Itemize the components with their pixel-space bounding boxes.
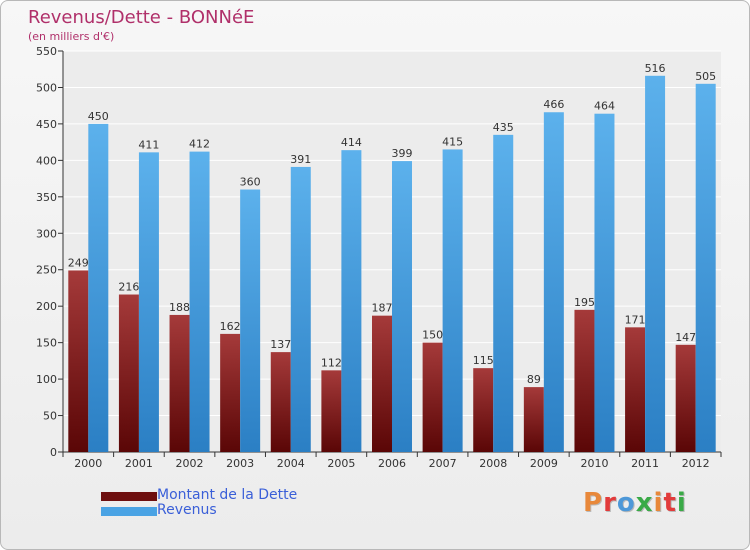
- value-label-dette: 188: [169, 301, 190, 314]
- x-tick-label: 2005: [327, 457, 355, 470]
- y-tick-label: 550: [36, 45, 57, 58]
- value-label-revenus: 411: [138, 138, 159, 151]
- value-label-dette: 89: [527, 373, 541, 386]
- x-tick-label: 2003: [226, 457, 254, 470]
- bar-dette: [675, 344, 696, 452]
- logo-letter: i: [653, 488, 664, 518]
- logo-letter: o: [616, 488, 636, 518]
- bar-revenus: [290, 166, 311, 452]
- bar-dette: [473, 368, 494, 452]
- x-tick-label: 2001: [125, 457, 153, 470]
- value-label-dette: 147: [675, 331, 696, 344]
- bar-dette: [169, 314, 190, 452]
- chart-title: Revenus/Dette - BONNéE: [28, 7, 255, 28]
- y-tick-label: 200: [36, 300, 57, 313]
- bar-revenus: [594, 113, 615, 453]
- value-label-revenus: 450: [88, 110, 109, 123]
- bar-revenus: [392, 161, 412, 453]
- chart-subtitle: (en milliers d'€): [28, 30, 115, 43]
- bar-revenus: [189, 151, 210, 452]
- value-label-revenus: 505: [695, 70, 716, 83]
- value-label-revenus: 464: [594, 100, 615, 113]
- value-label-revenus: 415: [442, 135, 463, 148]
- bar-revenus: [442, 149, 463, 452]
- proxiti-logo: Proxiti: [583, 488, 687, 518]
- value-label-revenus: 435: [493, 121, 514, 134]
- legend-swatch-revenus: [101, 507, 157, 516]
- bar-revenus: [341, 150, 362, 452]
- bar-dette: [372, 315, 392, 452]
- y-tick-label: 50: [43, 410, 57, 423]
- value-label-revenus: 391: [290, 153, 311, 166]
- value-label-dette: 137: [270, 338, 291, 351]
- x-tick-label: 2010: [580, 457, 608, 470]
- x-tick-label: 2012: [682, 457, 710, 470]
- y-tick-label: 350: [36, 191, 57, 204]
- x-tick-label: 2006: [378, 457, 406, 470]
- bar-dette: [220, 333, 241, 452]
- value-label-revenus: 466: [543, 98, 564, 111]
- logo-letter: t: [663, 488, 677, 518]
- y-tick-label: 250: [36, 264, 57, 277]
- x-tick-label: 2007: [429, 457, 457, 470]
- logo-letter: r: [603, 488, 617, 518]
- x-tick-label: 2000: [74, 457, 102, 470]
- bar-revenus: [645, 75, 666, 452]
- bar-revenus: [543, 112, 564, 452]
- y-tick-label: 500: [36, 81, 57, 94]
- bar-revenus: [138, 152, 159, 453]
- bar-dette: [321, 370, 342, 452]
- x-tick-label: 2004: [277, 457, 305, 470]
- legend-swatch-dette: [101, 492, 157, 501]
- bar-dette: [270, 352, 291, 452]
- value-label-dette: 115: [473, 354, 494, 367]
- bar-dette: [625, 327, 646, 452]
- x-tick-label: 2011: [631, 457, 659, 470]
- y-tick-label: 0: [50, 446, 57, 459]
- value-label-dette: 150: [422, 329, 443, 342]
- value-label-dette: 195: [574, 296, 595, 309]
- value-label-dette: 112: [321, 356, 342, 369]
- logo-letter: i: [676, 488, 687, 518]
- x-tick-label: 2002: [176, 457, 204, 470]
- value-label-dette: 171: [625, 313, 646, 326]
- y-tick-label: 400: [36, 154, 57, 167]
- y-tick-label: 300: [36, 227, 57, 240]
- value-label-dette: 162: [220, 320, 241, 333]
- y-tick-label: 100: [36, 373, 57, 386]
- bar-dette: [574, 309, 595, 452]
- bar-dette: [118, 294, 139, 452]
- bar-revenus: [695, 83, 716, 453]
- y-tick-label: 150: [36, 337, 57, 350]
- y-tick-label: 450: [36, 118, 57, 131]
- value-label-revenus: 516: [645, 62, 666, 75]
- value-label-dette: 216: [118, 281, 139, 294]
- value-label-revenus: 414: [341, 136, 362, 149]
- value-label-revenus: 399: [392, 147, 413, 160]
- x-tick-label: 2009: [530, 457, 558, 470]
- bar-dette: [523, 387, 544, 452]
- bar-revenus: [240, 189, 261, 452]
- value-label-dette: 249: [68, 256, 89, 269]
- logo-letter: P: [583, 488, 604, 518]
- legend-label-revenus: Revenus: [157, 502, 217, 518]
- logo-letter: x: [635, 488, 654, 518]
- value-label-revenus: 360: [240, 176, 261, 189]
- value-label-revenus: 412: [189, 138, 210, 151]
- bar-dette: [422, 342, 443, 452]
- bar-revenus: [88, 123, 109, 452]
- bar-dette: [68, 270, 89, 452]
- x-tick-label: 2008: [479, 457, 507, 470]
- bar-revenus: [493, 134, 514, 452]
- value-label-dette: 187: [372, 302, 393, 315]
- legend-label-dette: Montant de la Dette: [157, 487, 298, 503]
